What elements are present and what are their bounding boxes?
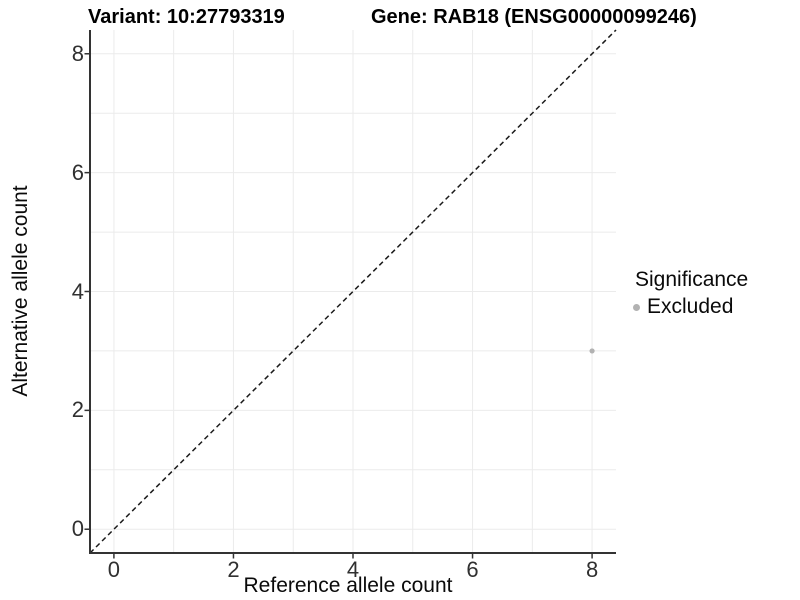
x-axis-label: Reference allele count bbox=[243, 574, 453, 597]
x-tick-label: 8 bbox=[585, 557, 599, 582]
gene-title: Gene: RAB18 (ENSG00000099246) bbox=[371, 6, 697, 28]
variant-title: Variant: 10:27793319 bbox=[88, 6, 285, 28]
legend-item-label: Excluded bbox=[647, 295, 734, 318]
x-tick-label: 0 bbox=[107, 557, 121, 582]
data-point bbox=[589, 348, 595, 354]
y-tick-label: 8 bbox=[71, 40, 84, 66]
excluded-point-icon bbox=[633, 303, 640, 311]
y-tick-label: 2 bbox=[71, 397, 84, 423]
identity-line bbox=[89, 29, 617, 554]
x-tick-label: 2 bbox=[227, 557, 240, 582]
x-tick-label: 6 bbox=[466, 557, 479, 582]
legend: Significance Excluded bbox=[633, 268, 748, 319]
y-tick-label: 6 bbox=[71, 159, 84, 185]
y-axis-label: Alternative allele count bbox=[9, 185, 32, 397]
legend-item-excluded: Excluded bbox=[633, 295, 748, 319]
legend-title: Significance bbox=[635, 268, 749, 291]
x-tick-label: 4 bbox=[346, 557, 360, 582]
y-tick-label: 4 bbox=[71, 278, 84, 304]
y-tick-label: 0 bbox=[71, 516, 84, 542]
